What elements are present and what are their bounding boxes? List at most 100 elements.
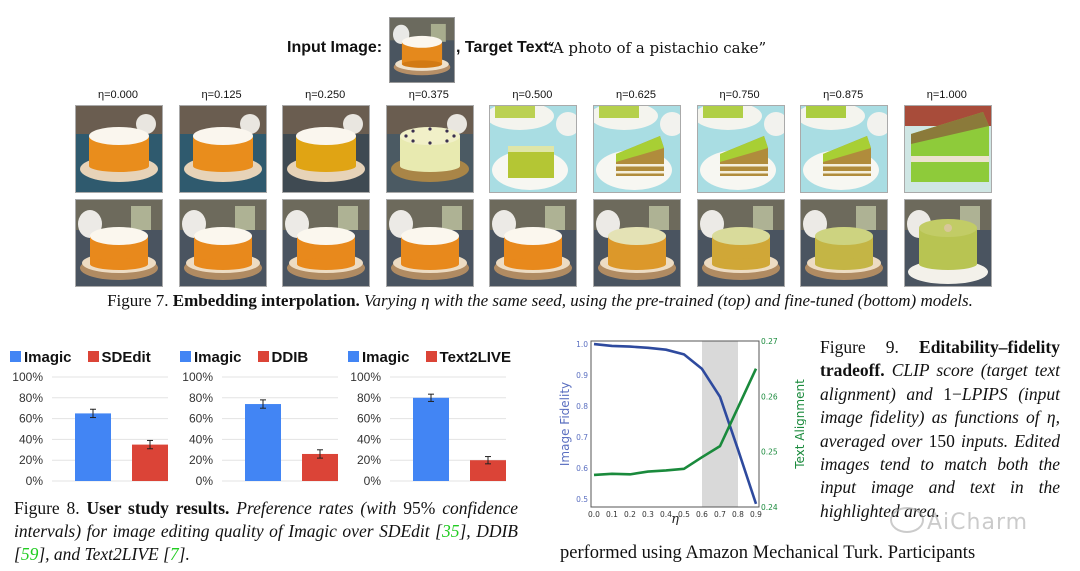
y-tick-label: 60%	[189, 412, 213, 426]
eta-label: η=0.125	[201, 89, 242, 101]
error-bar	[428, 393, 434, 402]
y-tick-label: 0%	[364, 474, 382, 488]
y-tick-label: 0.5	[576, 495, 588, 504]
finetuned-output-image	[178, 199, 267, 287]
eta-label: η=0.500	[512, 89, 553, 101]
legend-swatch	[348, 351, 359, 362]
figure-7-caption-body: Varying η with the same seed, using the …	[359, 291, 973, 310]
figure-9-caption-number: 150	[928, 430, 955, 451]
figure-9-caption-text: CLIP score (target text alignment) and	[820, 360, 1060, 404]
cake-slice-image	[904, 106, 991, 192]
error-bar	[485, 456, 491, 465]
error-bar	[317, 449, 323, 459]
target-text-prompt: “A photo of a pistachio cake”	[547, 39, 767, 57]
cake-slice-image	[697, 106, 784, 192]
y-tick-label: 0.7	[576, 433, 588, 442]
plot-frame	[590, 340, 760, 508]
legend-label: DDIB	[271, 349, 309, 366]
cake-slice-image	[490, 106, 577, 192]
figure-8-caption-text: ].	[178, 544, 190, 564]
watermark-text: AiCharm	[927, 510, 1029, 535]
pretrained-output-image	[593, 105, 681, 193]
y-tick-label: 0%	[26, 474, 44, 488]
figure-7-caption: Figure 7. Embedding interpolation. Varyi…	[0, 291, 1080, 311]
bar-imagic	[75, 413, 111, 481]
figure-7-caption-title: Embedding interpolation.	[172, 291, 360, 310]
legend-swatch	[10, 351, 21, 362]
y2-tick-label: 0.26	[761, 392, 778, 401]
cake-slice-image	[594, 106, 680, 192]
finetuned-output-image	[282, 199, 371, 287]
finetuned-output-image	[800, 199, 889, 287]
input-image-label: Input Image:	[287, 39, 383, 56]
figure-8-caption-text: confidence intervals) for image editing …	[14, 498, 518, 541]
bar-chart-ddib: Imagic DDIB 0% 20% 40% 60% 80% 100%	[172, 345, 347, 490]
y2-tick-label: 0.25	[761, 448, 778, 457]
legend-item: Imagic	[348, 349, 410, 366]
pretrained-output-image	[178, 105, 267, 193]
pretrained-output-image	[696, 105, 785, 193]
x-tick-label: 0.2	[624, 510, 636, 519]
figure-8-caption-number: 95%	[403, 498, 436, 518]
eta-label: η=1.000	[926, 89, 967, 101]
figure-8-caption-text: ], DDIB [	[14, 521, 518, 564]
y-tick-label: 80%	[19, 391, 43, 405]
legend-swatch	[425, 351, 437, 362]
y-tick-label: 1.0	[576, 340, 588, 349]
pretrained-output-image	[903, 105, 992, 193]
orange-cake-image	[390, 18, 454, 82]
y-tick-label: 40%	[19, 432, 43, 446]
finetuned-output-image	[385, 199, 474, 287]
legend-label: SDEdit	[101, 349, 151, 366]
figure-8-caption-prefix: Figure 8.	[14, 498, 87, 518]
x-tick-label: 0.7	[714, 510, 726, 519]
bar-sdedit	[132, 444, 168, 481]
y2-axis-label: Text Alignment	[793, 379, 806, 470]
whole-cake-image	[179, 200, 266, 286]
whole-cake-image	[283, 106, 370, 192]
target-text-label: , Target Text:	[456, 39, 555, 56]
eta-label: η=0.000	[97, 89, 139, 101]
legend-label: Imagic	[362, 349, 410, 366]
y-tick-label: 0.8	[576, 402, 588, 411]
legend-item: Imagic	[180, 349, 242, 366]
whole-cake-image	[283, 200, 370, 286]
y-tick-label: 40%	[189, 432, 213, 446]
whole-cake-image	[76, 106, 162, 192]
citation-link-7[interactable]: 7	[169, 544, 179, 564]
chart-legend: Imagic DDIB	[180, 349, 324, 366]
y-tick-label: 60%	[357, 412, 381, 426]
legend-item: Imagic	[10, 349, 72, 366]
error-bar	[147, 439, 153, 450]
whole-cake-image	[697, 200, 784, 286]
bar-text2live	[470, 460, 506, 481]
whole-cake-image	[490, 200, 577, 286]
legend-item: SDEdit	[87, 349, 151, 366]
legend-swatch	[180, 351, 191, 362]
citation-link-59[interactable]: 59	[20, 544, 39, 564]
cake-slice-image	[801, 106, 888, 192]
whole-cake-image	[76, 200, 162, 286]
figure-8-caption-text: Preference rates (with	[229, 498, 404, 518]
figure-9-caption-title: Editability–fidelity tradeoff.	[820, 337, 1060, 381]
citation-link-35[interactable]: 35	[441, 521, 460, 541]
whole-cake-image	[386, 200, 473, 286]
y-tick-label: 80%	[189, 391, 213, 405]
finetuned-output-image	[696, 199, 785, 287]
y-tick-label: 60%	[19, 412, 43, 426]
x-tick-label: 0.9	[750, 510, 762, 519]
error-bar	[90, 408, 96, 419]
eta-label: η=0.750	[719, 89, 760, 101]
pretrained-output-image	[75, 105, 163, 193]
y-tick-label: 20%	[19, 453, 43, 467]
finetuned-output-image	[593, 199, 681, 287]
x-axis-label: η	[671, 512, 679, 525]
finetuned-output-image	[75, 199, 163, 287]
input-image-thumbnail	[389, 17, 455, 83]
legend-label: Imagic	[24, 349, 72, 366]
y-tick-label: 100%	[350, 370, 381, 384]
whole-cake-image	[594, 200, 680, 286]
legend-swatch	[257, 351, 269, 362]
figure-9-caption-text: LPIPS (input image fidelity) as function…	[820, 383, 1060, 451]
whole-cake-image	[904, 200, 991, 286]
